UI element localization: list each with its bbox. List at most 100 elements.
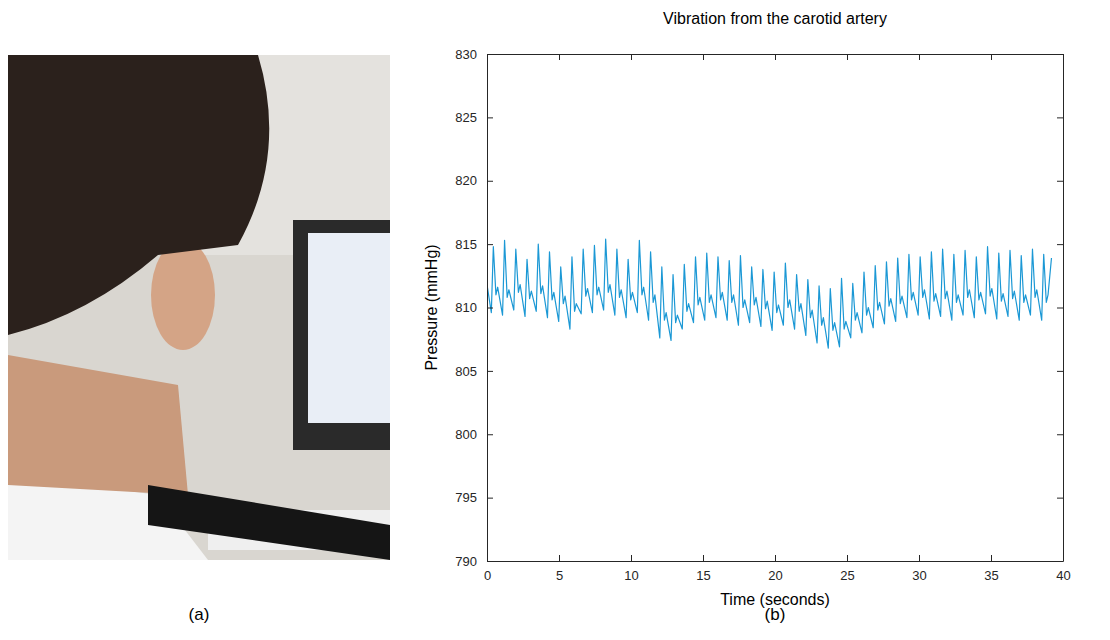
tick-mark xyxy=(991,555,992,561)
tick-label: 820 xyxy=(455,173,477,188)
tick-mark xyxy=(631,555,632,561)
tick-mark xyxy=(487,181,493,182)
tick xyxy=(1057,434,1063,435)
tick-mark xyxy=(703,54,704,60)
tick xyxy=(703,54,704,60)
tick-mark xyxy=(919,54,920,60)
tick-label: 5 xyxy=(556,568,563,583)
tick: 815 xyxy=(455,237,493,252)
tick xyxy=(1057,561,1063,562)
tick-mark xyxy=(847,54,848,60)
panel-label: (a) xyxy=(189,605,210,624)
tick xyxy=(847,54,848,60)
tick: 15 xyxy=(696,555,710,583)
tick-mark xyxy=(775,54,776,60)
tick xyxy=(919,54,920,60)
tick-mark xyxy=(559,555,560,561)
tick-mark xyxy=(487,244,493,245)
tick-label: 15 xyxy=(696,568,710,583)
tick-label: 825 xyxy=(455,110,477,125)
tick xyxy=(1057,244,1063,245)
tick-mark xyxy=(847,555,848,561)
plot-background xyxy=(487,54,1063,561)
tick: 830 xyxy=(455,47,493,62)
tick: 35 xyxy=(984,555,998,583)
tick-mark xyxy=(1057,308,1063,309)
tick-mark xyxy=(487,308,493,309)
tick-mark xyxy=(1057,54,1063,55)
tick: 825 xyxy=(455,110,493,125)
photo-panel xyxy=(8,55,390,560)
tick: 795 xyxy=(455,490,493,505)
tick xyxy=(487,54,488,60)
photo-neck xyxy=(8,355,188,495)
tick-label: 810 xyxy=(455,300,477,315)
y-axis-right-line xyxy=(1063,55,1064,562)
tick: 5 xyxy=(556,555,563,583)
x-axis-top xyxy=(488,54,1064,60)
tick: 10 xyxy=(624,555,638,583)
tick-mark xyxy=(1057,371,1063,372)
tick-mark xyxy=(559,54,560,60)
tick-label: 0 xyxy=(484,568,491,583)
tick-mark xyxy=(487,434,493,435)
y-axis-title: Pressure (mmHg) xyxy=(423,244,440,370)
tick xyxy=(775,54,776,60)
tick: 820 xyxy=(455,173,493,188)
tick xyxy=(1057,181,1063,182)
tick-label: 30 xyxy=(912,568,926,583)
tick-label: 10 xyxy=(624,568,638,583)
tick-label: 830 xyxy=(455,47,477,62)
tick-label: 795 xyxy=(455,490,477,505)
chart-title: Vibration from the carotid artery xyxy=(663,10,887,27)
x-axis: 0 5 10 15 20 25 30 35 40 xyxy=(484,555,1071,583)
tick: 810 xyxy=(455,300,493,315)
x-axis-line xyxy=(488,561,1064,562)
tick: 30 xyxy=(912,555,926,583)
tick-mark xyxy=(487,117,493,118)
tick-label: 40 xyxy=(1056,568,1070,583)
tick-mark xyxy=(487,371,493,372)
data-line xyxy=(487,239,1051,348)
tick xyxy=(1057,371,1063,372)
tick-mark xyxy=(919,555,920,561)
tick-label: 800 xyxy=(455,427,477,442)
tick xyxy=(1057,498,1063,499)
tick-mark xyxy=(487,561,493,562)
tick xyxy=(1057,117,1063,118)
photo-hair xyxy=(8,55,269,335)
photo-background xyxy=(8,55,390,560)
tick: 805 xyxy=(455,364,493,379)
tick-mark xyxy=(1057,117,1063,118)
panel-label: (b) xyxy=(765,605,786,624)
y-axis: 790 795 800 805 810 815 820 825 830 xyxy=(455,47,493,569)
tick-label: 25 xyxy=(840,568,854,583)
tick-mark xyxy=(631,54,632,60)
photo-ear xyxy=(151,240,215,350)
tick-mark xyxy=(703,555,704,561)
photo-monitor xyxy=(293,220,390,450)
tick: 790 xyxy=(455,554,493,569)
tick-label: 815 xyxy=(455,237,477,252)
tick-mark xyxy=(775,555,776,561)
tick-label: 805 xyxy=(455,364,477,379)
tick-mark xyxy=(1057,561,1063,562)
tick-mark xyxy=(1057,244,1063,245)
tick-mark xyxy=(991,54,992,60)
photo-device xyxy=(148,485,390,560)
tick xyxy=(1057,54,1063,55)
tick: 800 xyxy=(455,427,493,442)
plot-area xyxy=(487,239,1051,348)
tick xyxy=(631,54,632,60)
tick-mark xyxy=(1057,498,1063,499)
tick: 20 xyxy=(768,555,782,583)
photo-screen xyxy=(308,233,390,423)
tick-mark xyxy=(1057,181,1063,182)
tick-mark xyxy=(1057,434,1063,435)
tick-label: 20 xyxy=(768,568,782,583)
tick-mark xyxy=(487,498,493,499)
tick: 25 xyxy=(840,555,854,583)
tick-label: 790 xyxy=(455,554,477,569)
tick-mark xyxy=(487,54,488,60)
tick-label: 35 xyxy=(984,568,998,583)
